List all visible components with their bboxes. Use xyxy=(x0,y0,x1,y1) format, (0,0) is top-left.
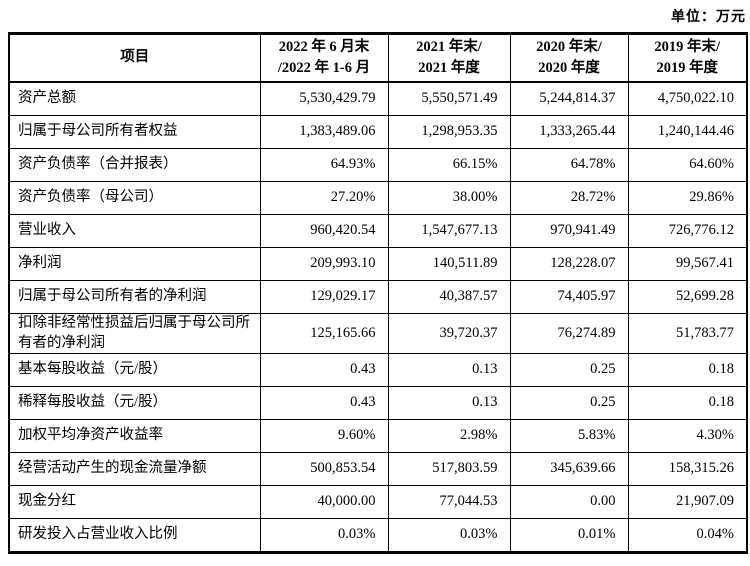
row-label: 稀释每股收益（元/股） xyxy=(8,386,261,421)
value-cell: 0.00 xyxy=(509,485,629,520)
value-cell: 21,907.09 xyxy=(627,485,748,520)
table-header-row: 项目 2022 年 6 月末/2022 年 1-6 月 2021 年末/2021 年… xyxy=(8,33,748,83)
value-cell: 77,044.53 xyxy=(387,485,511,520)
table-row: 资产负债率（母公司） 27.20% 38.00% 28.72% 29.86% xyxy=(8,181,748,215)
value-cell: 29.86% xyxy=(627,181,748,215)
row-label: 扣除非经常性损益后归属于母公司所有者的净利润 xyxy=(8,312,261,355)
value-cell: 40,000.00 xyxy=(259,485,389,520)
value-cell: 99,567.41 xyxy=(627,247,748,281)
value-cell: 128,228.07 xyxy=(509,247,629,281)
value-cell: 1,298,953.35 xyxy=(387,115,511,149)
row-label: 净利润 xyxy=(8,247,261,281)
value-cell: 2.98% xyxy=(387,419,511,454)
row-label: 营业收入 xyxy=(8,214,261,248)
table-row: 稀释每股收益（元/股） 0.43 0.13 0.25 0.18 xyxy=(8,386,748,421)
value-cell: 158,315.26 xyxy=(627,452,748,487)
value-cell: 28.72% xyxy=(509,181,629,215)
row-label: 归属于母公司所有者权益 xyxy=(8,115,261,149)
table-row: 扣除非经常性损益后归属于母公司所有者的净利润 125,165.66 39,720.3… xyxy=(8,312,748,355)
value-cell: 0.13 xyxy=(387,386,511,421)
value-cell: 5,530,429.79 xyxy=(259,81,389,116)
column-header-period: 2021 年末/2021 年度 xyxy=(387,33,511,83)
table-row: 现金分红 40,000.00 77,044.53 0.00 21,907.09 xyxy=(8,485,748,520)
row-label: 基本每股收益（元/股） xyxy=(8,353,261,388)
value-cell: 27.20% xyxy=(259,181,389,215)
value-cell: 140,511.89 xyxy=(387,247,511,281)
financial-summary-table: 项目 2022 年 6 月末/2022 年 1-6 月 2021 年末/2021 年… xyxy=(8,32,748,555)
value-cell: 74,405.97 xyxy=(509,280,629,314)
value-cell: 40,387.57 xyxy=(387,280,511,314)
value-cell: 38.00% xyxy=(387,181,511,215)
row-label: 资产负债率（母公司） xyxy=(8,181,261,215)
value-cell: 64.78% xyxy=(509,148,629,182)
value-cell: 0.01% xyxy=(509,518,629,554)
value-cell: 970,941.49 xyxy=(509,214,629,248)
row-label: 现金分红 xyxy=(8,485,261,520)
value-cell: 0.43 xyxy=(259,353,389,388)
table-row: 研发投入占营业收入比例 0.03% 0.03% 0.01% 0.04% xyxy=(8,518,748,554)
value-cell: 4,750,022.10 xyxy=(627,81,748,116)
value-cell: 129,029.17 xyxy=(259,280,389,314)
column-header-item: 项目 xyxy=(8,33,261,83)
value-cell: 1,240,144.46 xyxy=(627,115,748,149)
unit-label: 单位：万元 xyxy=(671,10,746,25)
value-cell: 0.18 xyxy=(627,386,748,421)
value-cell: 209,993.10 xyxy=(259,247,389,281)
table-row: 归属于母公司所有者的净利润 129,029.17 40,387.57 74,405.9… xyxy=(8,280,748,314)
value-cell: 52,699.28 xyxy=(627,280,748,314)
table-row: 基本每股收益（元/股） 0.43 0.13 0.25 0.18 xyxy=(8,353,748,388)
value-cell: 39,720.37 xyxy=(387,312,511,355)
table-row: 净利润 209,993.10 140,511.89 128,228.07 99,567.… xyxy=(8,247,748,281)
table-row: 经营活动产生的现金流量净额 500,853.54 517,803.59 345,639… xyxy=(8,452,748,487)
table-body: 资产总额 5,530,429.79 5,550,571.49 5,244,814.37… xyxy=(8,81,748,554)
value-cell: 4.30% xyxy=(627,419,748,454)
value-cell: 76,274.89 xyxy=(509,312,629,355)
row-label: 经营活动产生的现金流量净额 xyxy=(8,452,261,487)
value-cell: 1,333,265.44 xyxy=(509,115,629,149)
value-cell: 0.18 xyxy=(627,353,748,388)
value-cell: 9.60% xyxy=(259,419,389,454)
row-label: 归属于母公司所有者的净利润 xyxy=(8,280,261,314)
column-header-period: 2022 年 6 月末/2022 年 1-6 月 xyxy=(259,33,389,83)
row-label: 资产总额 xyxy=(8,81,261,116)
value-cell: 64.60% xyxy=(627,148,748,182)
value-cell: 0.25 xyxy=(509,386,629,421)
value-cell: 1,547,677.13 xyxy=(387,214,511,248)
value-cell: 0.03% xyxy=(387,518,511,554)
value-cell: 66.15% xyxy=(387,148,511,182)
value-cell: 5.83% xyxy=(509,419,629,454)
value-cell: 960,420.54 xyxy=(259,214,389,248)
value-cell: 500,853.54 xyxy=(259,452,389,487)
value-cell: 0.25 xyxy=(509,353,629,388)
value-cell: 0.43 xyxy=(259,386,389,421)
value-cell: 0.13 xyxy=(387,353,511,388)
value-cell: 345,639.66 xyxy=(509,452,629,487)
table-row: 归属于母公司所有者权益 1,383,489.06 1,298,953.35 1,333… xyxy=(8,115,748,149)
table-row: 加权平均净资产收益率 9.60% 2.98% 5.83% 4.30% xyxy=(8,419,748,454)
row-label: 加权平均净资产收益率 xyxy=(8,419,261,454)
value-cell: 517,803.59 xyxy=(387,452,511,487)
value-cell: 64.93% xyxy=(259,148,389,182)
value-cell: 1,383,489.06 xyxy=(259,115,389,149)
value-cell: 51,783.77 xyxy=(627,312,748,355)
row-label: 研发投入占营业收入比例 xyxy=(8,518,261,554)
value-cell: 0.03% xyxy=(259,518,389,554)
row-label: 资产负债率（合并报表） xyxy=(8,148,261,182)
column-header-period: 2019 年末/2019 年度 xyxy=(627,33,748,83)
value-cell: 0.04% xyxy=(627,518,748,554)
value-cell: 5,550,571.49 xyxy=(387,81,511,116)
table-row: 资产总额 5,530,429.79 5,550,571.49 5,244,814.37… xyxy=(8,81,748,116)
table-row: 资产负债率（合并报表） 64.93% 66.15% 64.78% 64.60% xyxy=(8,148,748,182)
table-row: 营业收入 960,420.54 1,547,677.13 970,941.49 726,… xyxy=(8,214,748,248)
value-cell: 125,165.66 xyxy=(259,312,389,355)
column-header-period: 2020 年末/2020 年度 xyxy=(509,33,629,83)
value-cell: 5,244,814.37 xyxy=(509,81,629,116)
value-cell: 726,776.12 xyxy=(627,214,748,248)
